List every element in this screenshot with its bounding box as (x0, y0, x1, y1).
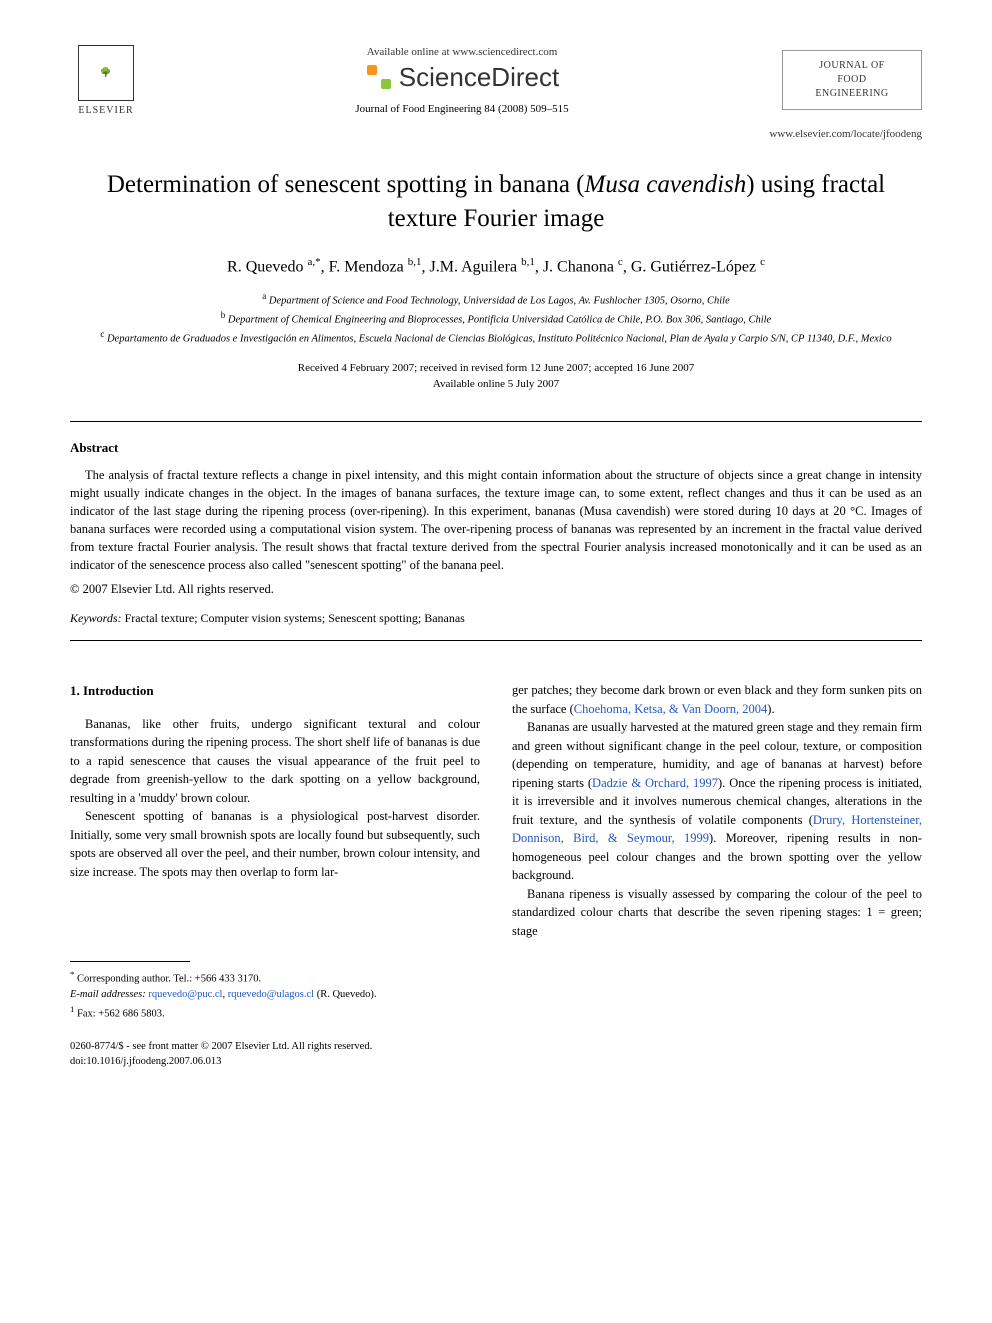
keywords-value: Fractal texture; Computer vision systems… (122, 611, 465, 625)
body-columns: 1. Introduction Bananas, like other frui… (70, 681, 922, 1069)
email-link-2[interactable]: rquevedo@ulagos.cl (228, 989, 314, 1000)
header-center: Available online at www.sciencedirect.co… (142, 46, 782, 115)
journal-box-line: ENGINEERING (789, 87, 915, 101)
article-title: Determination of senescent spotting in b… (70, 168, 922, 236)
corresponding-author-note: * Corresponding author. Tel.: +566 433 3… (70, 968, 480, 987)
email-link-1[interactable]: rquevedo@puc.cl (148, 989, 222, 1000)
affiliation-a: a Department of Science and Food Technol… (70, 290, 922, 309)
elsevier-tree-icon: 🌳 (78, 45, 134, 101)
intro-paragraph-2: Senescent spotting of bananas is a physi… (70, 807, 480, 881)
sciencedirect-mark-icon (365, 63, 393, 91)
footnotes-block: * Corresponding author. Tel.: +566 433 3… (70, 968, 480, 1022)
author: R. Quevedo (227, 258, 303, 275)
author: J.M. Aguilera (430, 258, 518, 275)
title-part-1: Determination of senescent spotting in b… (107, 171, 585, 198)
abstract-heading: Abstract (70, 440, 922, 456)
author-affil-marker: b,1 (408, 256, 422, 268)
author: G. Gutiérrez-López (631, 258, 756, 275)
author: F. Mendoza (329, 258, 404, 275)
available-online-text: Available online at www.sciencedirect.co… (142, 46, 782, 58)
abstract-top-rule (70, 421, 922, 422)
footnote-rule (70, 961, 190, 962)
abstract-body: The analysis of fractal texture reflects… (70, 466, 922, 575)
author-affil-marker: c (618, 256, 623, 268)
author-affil-marker: b,1 (521, 256, 535, 268)
citation-link[interactable]: Choehoma, Ketsa, & Van Doorn, 2004 (574, 702, 768, 716)
title-italic-species: Musa cavendish (585, 171, 747, 198)
header-row: 🌳 ELSEVIER Available online at www.scien… (70, 40, 922, 120)
keywords-label: Keywords: (70, 611, 122, 625)
affiliation-c: c Departamento de Graduados e Investigac… (70, 328, 922, 347)
column-right: ger patches; they become dark brown or e… (512, 681, 922, 1069)
intro-paragraph-3: Bananas are usually harvested at the mat… (512, 718, 922, 885)
section-heading-introduction: 1. Introduction (70, 681, 480, 700)
abstract-copyright: © 2007 Elsevier Ltd. All rights reserved… (70, 582, 922, 597)
footer-block: 0260-8774/$ - see front matter © 2007 El… (70, 1040, 480, 1069)
elsevier-name: ELSEVIER (78, 105, 133, 116)
intro-paragraph-2-continued: ger patches; they become dark brown or e… (512, 681, 922, 718)
front-matter-line: 0260-8774/$ - see front matter © 2007 El… (70, 1040, 480, 1055)
article-dates: Received 4 February 2007; received in re… (70, 360, 922, 393)
keywords-line: Keywords: Fractal texture; Computer visi… (70, 611, 922, 626)
elsevier-logo: 🌳 ELSEVIER (70, 40, 142, 120)
doi-line: doi:10.1016/j.jfoodeng.2007.06.013 (70, 1055, 480, 1070)
fax-note: 1 Fax: +562 686 5803. (70, 1003, 480, 1022)
journal-box-line: JOURNAL OF (789, 59, 915, 73)
sciencedirect-logo: ScienceDirect (142, 62, 782, 93)
author: J. Chanona (543, 258, 614, 275)
column-left: 1. Introduction Bananas, like other frui… (70, 681, 480, 1069)
affiliation-b: b Department of Chemical Engineering and… (70, 309, 922, 328)
email-addresses-note: E-mail addresses: rquevedo@puc.cl, rquev… (70, 987, 480, 1003)
intro-paragraph-1: Bananas, like other fruits, undergo sign… (70, 715, 480, 808)
journal-reference: Journal of Food Engineering 84 (2008) 50… (142, 103, 782, 115)
available-online-line: Available online 5 July 2007 (70, 376, 922, 393)
author-affil-marker: a,* (307, 256, 320, 268)
received-accepted-line: Received 4 February 2007; received in re… (70, 360, 922, 377)
journal-box-line: FOOD (789, 73, 915, 87)
sciencedirect-text: ScienceDirect (399, 62, 559, 93)
citation-link[interactable]: Dadzie & Orchard, 1997 (592, 776, 718, 790)
abstract-bottom-rule (70, 640, 922, 641)
intro-paragraph-4: Banana ripeness is visually assessed by … (512, 885, 922, 941)
affiliations-block: a Department of Science and Food Technol… (70, 290, 922, 348)
journal-title-box: JOURNAL OF FOOD ENGINEERING (782, 50, 922, 110)
authors-line: R. Quevedo a,*, F. Mendoza b,1, J.M. Agu… (70, 256, 922, 276)
author-affil-marker: c (760, 256, 765, 268)
journal-url: www.elsevier.com/locate/jfoodeng (70, 128, 922, 140)
